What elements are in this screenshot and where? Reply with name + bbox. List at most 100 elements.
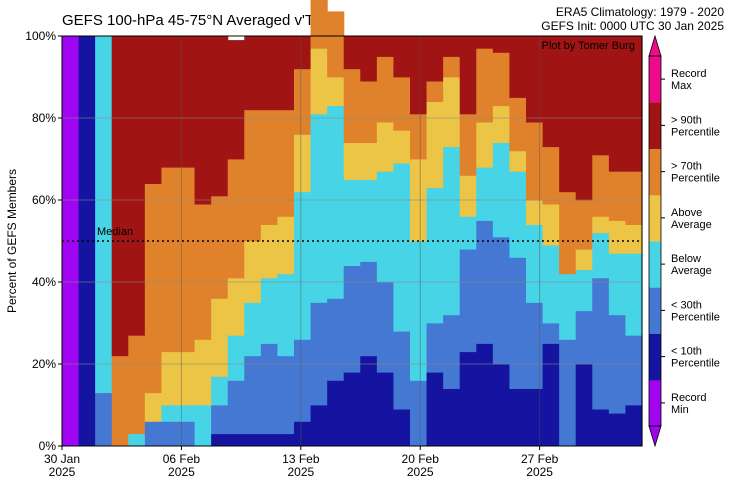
band-30th-percentile-col-9 [211, 405, 229, 435]
band-below-average-col-21 [410, 241, 428, 381]
band-10th-percentile-col-31 [575, 364, 593, 447]
band-90th-percentile-col-32 [592, 36, 610, 156]
band-above-average-col-6 [161, 351, 179, 406]
band-below-average-col-4 [128, 433, 146, 447]
band-below-average-col-8 [194, 405, 212, 447]
band-below-average-col-30 [559, 273, 577, 340]
band-10th-percentile-col-24 [459, 351, 477, 447]
x-tick-label: 06 Feb 2025 [163, 452, 201, 479]
band-30th-percentile-col-6 [161, 421, 179, 447]
band-10th-percentile-col-11 [244, 433, 262, 447]
band-above-average-col-19 [376, 122, 395, 172]
band-90th-percentile-col-10 [227, 40, 245, 160]
band-below-average-col-24 [459, 216, 477, 250]
chart-title: GEFS 100-hPa 45-75°N Averaged v'T' [62, 12, 317, 29]
band-30th-percentile-col-12 [260, 343, 279, 435]
band-above-average-col-34 [625, 224, 643, 254]
band-10th-percentile-col-28 [526, 388, 544, 447]
plot-area [62, 0, 643, 447]
band-70th-percentile-col-14 [294, 68, 312, 135]
band-90th-percentile-col-4 [128, 36, 146, 336]
band-90th-percentile-col-18 [360, 36, 378, 82]
band-above-average-col-13 [277, 216, 295, 275]
band-30th-percentile-col-13 [277, 355, 295, 435]
band-90th-percentile-col-22 [426, 36, 444, 82]
band-below-average-col-2 [95, 36, 113, 394]
band-90th-percentile-col-12 [260, 36, 279, 111]
band-70th-percentile-col-8 [194, 204, 212, 340]
y-tick-label: 100% [25, 29, 56, 43]
band-above-average-col-5 [144, 392, 163, 422]
band-30th-percentile-col-20 [393, 331, 411, 410]
x-axis: 30 Jan 2025 06 Feb 2025 13 Feb 2025 20 Feb 2025… [44, 446, 559, 479]
band-70th-percentile-col-32 [592, 154, 610, 217]
x-tick-label: 30 Jan 2025 [44, 452, 80, 479]
band-70th-percentile-col-11 [244, 109, 262, 242]
y-tick-label: 20% [32, 357, 56, 371]
band-30th-percentile-col-32 [592, 277, 610, 410]
band-90th-percentile-col-20 [393, 36, 411, 78]
band-10th-percentile-col-18 [360, 355, 378, 447]
band-above-average-col-32 [592, 216, 610, 234]
band-above-average-col-15 [310, 48, 328, 115]
band-70th-percentile-col-19 [376, 56, 395, 123]
band-90th-percentile-col-30 [559, 36, 577, 193]
y-tick-label: 0% [39, 439, 57, 453]
y-axis: 0% 20% 40% 60% 80% 100% [25, 29, 62, 453]
band-30th-percentile-col-2 [95, 392, 113, 447]
band-30th-percentile-col-28 [526, 302, 544, 389]
colorbar-label: > 90th Percentile [671, 114, 720, 138]
credit-label: Plot by Tomer Burg [542, 40, 635, 52]
band-30th-percentile-col-21 [410, 380, 428, 447]
band-10th-percentile-col-13 [277, 433, 295, 447]
band-90th-percentile-col-23 [443, 36, 461, 57]
band-70th-percentile-col-29 [542, 146, 560, 205]
band-90th-percentile-col-26 [492, 36, 511, 53]
band-70th-percentile-col-16 [327, 11, 345, 78]
band-90th-percentile-col-7 [178, 36, 196, 168]
band-below-average-col-18 [360, 179, 378, 262]
colorbar-min-extension [648, 425, 662, 448]
band-70th-percentile-col-9 [211, 195, 229, 299]
band-70th-percentile-col-31 [575, 200, 593, 250]
band-30th-percentile-col-30 [559, 339, 577, 447]
band-below-average-col-27 [509, 171, 527, 258]
band-70th-percentile-col-15 [310, 0, 328, 49]
band-below-average-col-32 [592, 232, 610, 279]
band-70th-percentile-col-6 [161, 167, 179, 353]
band-30th-percentile-col-27 [509, 257, 527, 389]
colorbar-swatch [649, 333, 661, 381]
band-below-average-col-34 [625, 253, 643, 336]
band-10th-percentile-col-15 [310, 405, 328, 447]
median-label: Median [97, 226, 133, 238]
band-90th-percentile-col-27 [509, 36, 527, 98]
band-30th-percentile-col-18 [360, 261, 378, 357]
init-label: GEFS Init: 0000 UTC 30 Jan 2025 [541, 19, 724, 33]
colorbar-swatch [649, 287, 661, 334]
band-above-average-col-17 [343, 142, 361, 180]
y-tick-label: 40% [32, 275, 56, 289]
band-90th-percentile-col-28 [526, 36, 544, 123]
band-below-average-col-14 [294, 191, 312, 340]
band-70th-percentile-col-12 [260, 109, 279, 225]
band-90th-percentile-col-11 [244, 36, 262, 111]
band-90th-percentile-col-9 [211, 36, 229, 197]
band-70th-percentile-col-10 [227, 159, 245, 279]
band-30th-percentile-col-16 [327, 298, 345, 381]
band-above-average-col-10 [227, 277, 245, 336]
band-70th-percentile-col-13 [277, 109, 295, 217]
colorbar-label: < 10th Percentile [671, 346, 720, 370]
band-70th-percentile-col-18 [360, 81, 378, 143]
band-10th-percentile-col-22 [426, 372, 444, 447]
band-30th-percentile-col-7 [178, 421, 196, 447]
band-70th-percentile-col-33 [608, 171, 627, 221]
colorbar-swatch [649, 56, 661, 103]
band-70th-percentile-col-20 [393, 77, 411, 131]
band-10th-percentile-col-29 [542, 343, 560, 447]
band-90th-percentile-col-13 [277, 36, 295, 111]
band-70th-percentile-col-17 [343, 68, 361, 143]
band-90th-percentile-col-33 [608, 36, 627, 172]
band-below-average-col-7 [178, 405, 196, 422]
band-below-average-col-10 [227, 335, 245, 381]
band-70th-percentile-col-34 [625, 171, 643, 225]
